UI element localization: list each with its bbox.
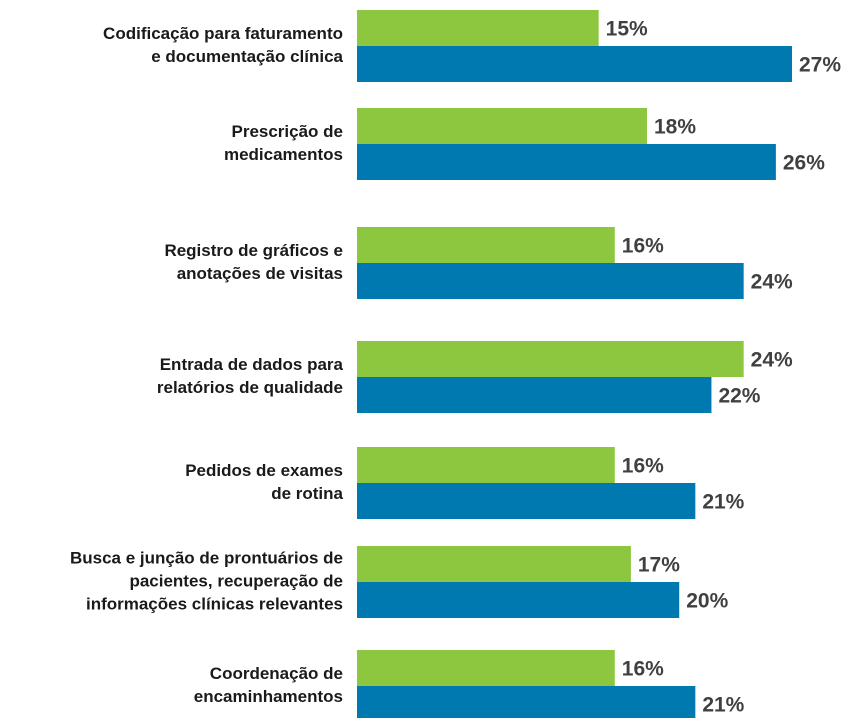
value-label: 16% bbox=[622, 455, 664, 478]
value-label: 27% bbox=[799, 54, 841, 77]
value-label: 24% bbox=[751, 349, 793, 372]
bar bbox=[357, 227, 615, 263]
value-label: 16% bbox=[622, 235, 664, 258]
value-label: 16% bbox=[622, 658, 664, 681]
bar bbox=[357, 686, 696, 718]
category-label: Busca e junção de prontuários de bbox=[70, 548, 343, 567]
value-label: 17% bbox=[638, 554, 680, 577]
category-label: Prescrição de bbox=[231, 122, 343, 141]
category-label: Pedidos de exames bbox=[185, 461, 343, 480]
value-label: 18% bbox=[654, 116, 696, 139]
category-label: e documentação clínica bbox=[151, 47, 343, 66]
value-label: 26% bbox=[783, 152, 825, 175]
bar bbox=[357, 447, 615, 483]
value-label: 21% bbox=[702, 694, 744, 717]
bar bbox=[357, 10, 599, 46]
category-label: pacientes, recuperação de bbox=[129, 571, 343, 590]
category-label: encaminhamentos bbox=[194, 687, 343, 706]
bar bbox=[357, 341, 744, 377]
bar bbox=[357, 263, 744, 299]
category-label: Coordenação de bbox=[210, 664, 343, 683]
category-label: Entrada de dados para bbox=[160, 355, 344, 374]
bar bbox=[357, 377, 712, 413]
value-label: 22% bbox=[718, 385, 760, 408]
bar bbox=[357, 483, 696, 519]
category-label: anotações de visitas bbox=[177, 264, 343, 283]
bar bbox=[357, 582, 680, 618]
category-label: Codificação para faturamento bbox=[103, 24, 343, 43]
bar bbox=[357, 144, 776, 180]
bar bbox=[357, 108, 647, 144]
category-label: informações clínicas relevantes bbox=[86, 594, 343, 613]
value-label: 24% bbox=[751, 271, 793, 294]
bar bbox=[357, 650, 615, 686]
bar bbox=[357, 46, 792, 82]
category-label: Registro de gráficos e bbox=[164, 241, 343, 260]
category-label: medicamentos bbox=[224, 145, 343, 164]
category-label: relatórios de qualidade bbox=[157, 378, 343, 397]
bar bbox=[357, 546, 631, 582]
category-label: de rotina bbox=[271, 484, 343, 503]
value-label: 20% bbox=[686, 590, 728, 613]
value-label: 21% bbox=[702, 491, 744, 514]
value-label: 15% bbox=[606, 18, 648, 41]
